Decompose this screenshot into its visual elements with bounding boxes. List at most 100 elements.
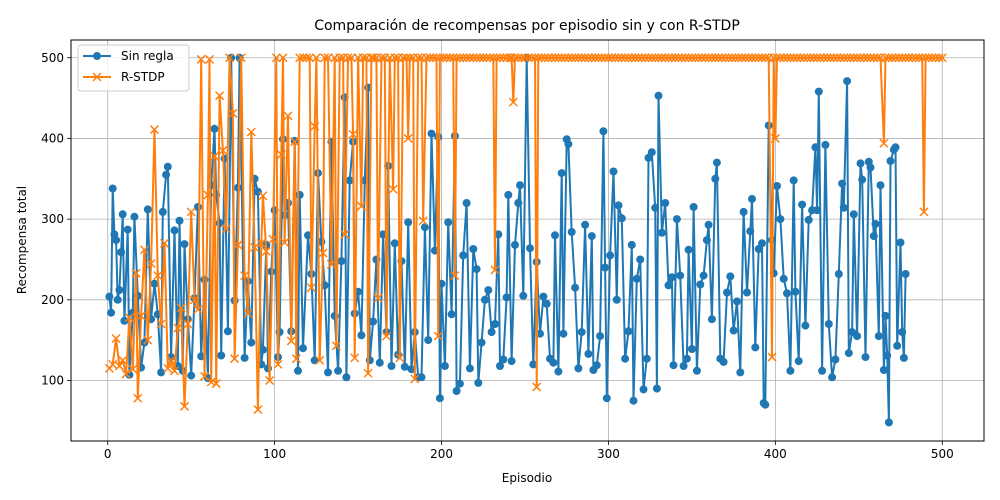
data-point-r-stdp (760, 53, 770, 63)
data-point-sin-regla (813, 206, 822, 215)
data-point-r-stdp (880, 53, 891, 63)
data-point-r-stdp (587, 53, 597, 63)
data-point-sin-regla (866, 163, 875, 172)
data-point-r-stdp (937, 53, 947, 63)
data-point-sin-regla (375, 358, 384, 367)
legend-marker-sin-regla (93, 52, 101, 60)
data-point-sin-regla (247, 338, 256, 347)
data-point-r-stdp (859, 53, 869, 63)
data-point-r-stdp (610, 53, 620, 63)
data-point-r-stdp (527, 53, 537, 63)
data-point-sin-regla (240, 353, 249, 362)
data-point-r-stdp (381, 331, 391, 341)
data-point-sin-regla (529, 360, 538, 369)
data-point-r-stdp (812, 53, 822, 63)
data-point-r-stdp (660, 53, 670, 63)
data-point-sin-regla (629, 396, 638, 405)
data-point-r-stdp (276, 150, 286, 160)
data-point-r-stdp (897, 53, 907, 63)
y-tick-label: 300 (41, 212, 64, 226)
data-point-sin-regla (115, 286, 124, 295)
data-point-r-stdp (118, 355, 128, 365)
data-point-sin-regla (654, 91, 663, 100)
data-point-r-stdp (769, 53, 779, 63)
data-point-sin-regla (108, 184, 117, 193)
data-point-sin-regla (719, 357, 728, 366)
data-point-r-stdp (597, 53, 607, 63)
data-point-sin-regla (117, 248, 126, 257)
data-point-r-stdp (128, 364, 138, 374)
data-point-sin-regla (702, 236, 711, 245)
data-point-sin-regla (567, 228, 576, 236)
data-point-sin-regla (491, 320, 499, 328)
data-point-r-stdp (687, 53, 697, 63)
data-point-sin-regla (704, 220, 713, 229)
data-point-sin-regla (811, 143, 820, 152)
data-point-r-stdp (795, 53, 805, 63)
data-point-r-stdp (258, 191, 268, 201)
data-point-sin-regla (632, 274, 641, 283)
data-point-sin-regla (901, 270, 910, 278)
data-point-sin-regla (881, 311, 890, 320)
data-point-r-stdp (677, 53, 687, 63)
data-point-sin-regla (672, 215, 681, 224)
data-point-r-stdp (919, 207, 929, 217)
data-point-r-stdp (283, 111, 293, 121)
data-point-r-stdp (603, 53, 613, 63)
data-point-sin-regla (614, 201, 623, 210)
data-point-sin-regla (118, 210, 127, 219)
data-point-r-stdp (647, 53, 657, 63)
data-point-sin-regla (472, 265, 481, 274)
data-point-sin-regla (818, 366, 827, 375)
data-point-sin-regla (539, 292, 548, 301)
data-point-r-stdp (421, 53, 432, 63)
data-point-r-stdp (750, 53, 760, 63)
data-point-r-stdp (488, 53, 498, 63)
x-tick-label: 0 (104, 447, 112, 461)
data-point-r-stdp (348, 129, 358, 139)
data-point-r-stdp (819, 53, 829, 63)
data-point-r-stdp (169, 366, 180, 376)
data-point-sin-regla (295, 190, 304, 199)
x-axis-label: Episodio (502, 471, 552, 485)
data-point-sin-regla (669, 361, 678, 370)
data-point-r-stdp (839, 53, 849, 63)
data-point-r-stdp (887, 53, 897, 63)
data-point-sin-regla (557, 169, 566, 178)
data-point-sin-regla (899, 353, 908, 362)
data-point-sin-regla (592, 361, 601, 370)
data-point-sin-regla (798, 200, 807, 209)
data-point-r-stdp (124, 313, 134, 323)
data-point-r-stdp (789, 53, 799, 63)
data-point-r-stdp (108, 359, 118, 369)
data-point-r-stdp (176, 303, 186, 313)
data-point-r-stdp (680, 53, 690, 63)
data-point-sin-regla (420, 223, 429, 232)
data-point-sin-regla (120, 316, 129, 325)
data-point-sin-regla (606, 251, 615, 260)
data-point-r-stdp (236, 53, 246, 63)
data-point-r-stdp (924, 53, 934, 63)
data-point-r-stdp (704, 53, 714, 63)
data-point-sin-regla (642, 354, 651, 363)
data-point-r-stdp (613, 53, 623, 63)
data-point-sin-regla (886, 157, 895, 165)
data-point-r-stdp (468, 53, 478, 63)
data-point-sin-regla (170, 226, 179, 235)
data-point-r-stdp (653, 53, 664, 63)
data-point-sin-regla (542, 299, 551, 308)
y-tick-label: 200 (41, 293, 64, 307)
data-point-r-stdp (143, 335, 153, 345)
data-point-r-stdp (326, 259, 336, 269)
data-point-r-stdp (865, 53, 876, 63)
data-point-r-stdp (553, 53, 563, 63)
data-point-sin-regla (217, 351, 226, 360)
data-point-r-stdp (405, 53, 415, 63)
data-point-r-stdp (149, 125, 159, 135)
data-point-sin-regla (549, 358, 558, 367)
data-point-r-stdp (311, 53, 321, 63)
data-point-sin-regla (484, 286, 493, 295)
data-point-r-stdp (577, 53, 587, 63)
data-point-sin-regla (856, 159, 865, 168)
